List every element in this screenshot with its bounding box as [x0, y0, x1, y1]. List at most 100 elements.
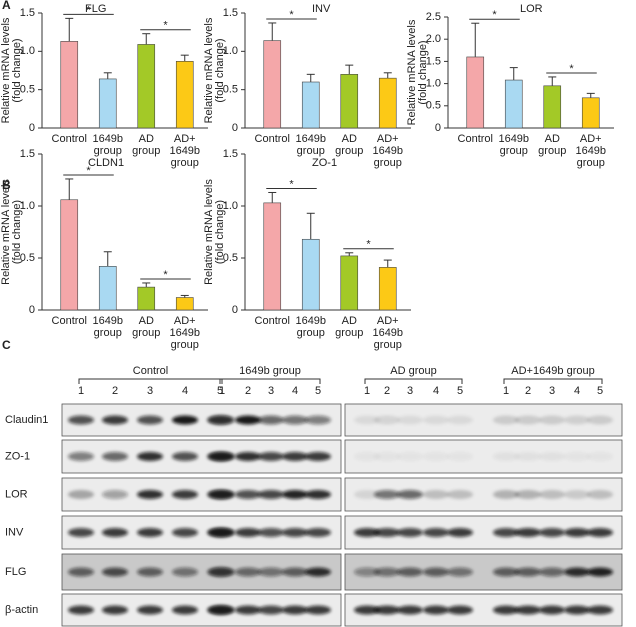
y-tick-label: 0.5	[426, 100, 441, 112]
y-tick-label: 2.0	[426, 33, 441, 45]
blot-band	[209, 605, 235, 615]
blot-band	[235, 567, 261, 577]
x-tick-label: Control	[52, 315, 87, 327]
x-tick-label-line: Control	[52, 315, 87, 327]
blot-band	[172, 528, 198, 537]
blot-band	[493, 567, 519, 577]
x-tick-label-line: group	[132, 327, 160, 339]
lane-number: 2	[525, 385, 531, 397]
x-tick-label-line: Control	[52, 133, 87, 145]
blot-row-label: INV	[5, 526, 24, 538]
blot-band	[282, 415, 308, 425]
y-axis-label: Relative mRNA levels	[203, 179, 215, 285]
group-bracket	[78, 378, 223, 384]
lane-number: 3	[549, 385, 555, 397]
group-bracket	[219, 378, 321, 384]
y-axis-label: (fold change)	[11, 200, 23, 264]
blot-band	[305, 567, 331, 577]
x-tick-label-line: AD+	[377, 315, 399, 327]
y-tick-label: 1.0	[20, 200, 35, 212]
lane-number: 5	[457, 385, 463, 397]
lane-number: 2	[112, 385, 118, 397]
y-tick-label: 1.0	[223, 200, 238, 212]
blot-band	[68, 605, 94, 615]
blot-band	[258, 567, 284, 577]
blot-band	[258, 528, 284, 537]
x-tick-label: 1649b group	[92, 133, 123, 157]
y-tick-label: 0.5	[223, 252, 238, 264]
panel-letter: B	[2, 178, 11, 192]
blot-band	[137, 452, 163, 461]
blot-group-label: 1649b group	[239, 365, 301, 377]
blot-band	[305, 452, 331, 461]
blot-band	[539, 567, 565, 577]
blot-band	[172, 490, 198, 499]
y-axis-label: (fold change)	[11, 38, 23, 102]
y-tick-label: 1.5	[426, 55, 441, 67]
bar	[263, 40, 282, 129]
blot-band	[374, 528, 400, 537]
x-tick-label: AD group	[538, 133, 566, 157]
chart-title: INV	[312, 3, 331, 15]
blot-band	[305, 490, 331, 499]
blot-band	[493, 452, 519, 461]
y-axis-label: (fold change)	[214, 38, 226, 102]
blot-band	[102, 567, 128, 577]
significance-label: *	[289, 178, 294, 190]
y-tick-label: 1.0	[223, 45, 238, 57]
blot-band	[447, 605, 473, 615]
blot-band	[423, 605, 449, 615]
x-tick-label-line: group	[94, 327, 122, 339]
blot-band	[209, 490, 235, 499]
group-bracket	[503, 378, 603, 384]
bar	[543, 85, 562, 129]
lane-number: 3	[147, 385, 153, 397]
y-tick-label: 2.5	[426, 11, 441, 23]
lane-number: 1	[503, 385, 509, 397]
blot-band	[235, 605, 261, 615]
y-tick-label: 1.5	[223, 148, 238, 160]
blot-band	[447, 415, 473, 425]
bar	[378, 267, 397, 311]
bar	[581, 97, 600, 129]
bar	[137, 44, 156, 129]
blot-band	[137, 490, 163, 499]
x-tick-label: Control	[255, 315, 290, 327]
blot-group-label: Control	[133, 365, 168, 377]
x-tick-label-line: AD	[342, 133, 357, 145]
x-tick-label-line: group	[335, 327, 363, 339]
blot-band	[397, 415, 423, 425]
x-tick-label-line: group	[297, 145, 325, 157]
bar	[301, 238, 320, 311]
blot-band	[447, 452, 473, 461]
x-tick-label-line: AD+	[377, 133, 399, 145]
lane-number: 1	[78, 385, 84, 397]
x-tick-label-line: 1649b	[498, 133, 529, 145]
blot-band	[539, 605, 565, 615]
blot-band	[374, 452, 400, 461]
blot-band	[172, 415, 198, 425]
blot-band	[258, 490, 284, 499]
blot-band	[423, 490, 449, 499]
blot-band	[172, 452, 198, 461]
blot-band	[68, 567, 94, 577]
y-axis-label: (fold change)	[214, 200, 226, 264]
blot-band	[137, 605, 163, 615]
blot-band	[587, 490, 613, 499]
bar	[301, 81, 320, 129]
blot-band	[564, 490, 590, 499]
blot-group-label: AD+1649b group	[511, 365, 594, 377]
blot-band	[374, 415, 400, 425]
y-tick-label: 0	[232, 122, 238, 134]
panel-letter: C	[2, 338, 11, 352]
blot-band	[354, 452, 380, 461]
lane-number: 3	[407, 385, 413, 397]
blot-band	[423, 452, 449, 461]
blot-band	[209, 528, 235, 537]
bar	[175, 60, 194, 129]
blot-band	[282, 567, 308, 577]
chart-title: ZO-1	[312, 157, 337, 169]
lane-number: 2	[245, 385, 251, 397]
blot-band	[305, 605, 331, 615]
